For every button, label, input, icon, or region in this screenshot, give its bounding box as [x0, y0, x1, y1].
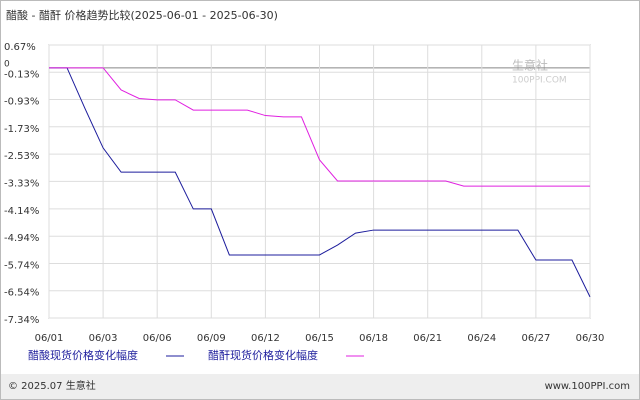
- y-tick-label: -1.73%: [4, 124, 39, 135]
- y-tick-label: -4.94%: [4, 233, 39, 244]
- x-tick-label: 06/15: [305, 333, 334, 344]
- footer-bar: [1, 374, 639, 399]
- x-tick-label: 06/30: [576, 333, 605, 344]
- y-tick-label: -3.33%: [4, 178, 39, 189]
- y-tick-label: -4.14%: [4, 206, 39, 217]
- x-tick-label: 06/06: [143, 333, 172, 344]
- legend-label: 醋酸现货价格变化幅度: [28, 348, 138, 362]
- x-tick-label: 06/18: [359, 333, 388, 344]
- watermark: 100PPI.COM: [512, 76, 567, 86]
- x-tick-label: 06/21: [413, 333, 442, 344]
- x-tick-label: 06/03: [89, 333, 118, 344]
- zero-label: 0: [4, 59, 10, 69]
- x-tick-label: 06/24: [467, 333, 496, 344]
- x-tick-label: 06/01: [35, 333, 64, 344]
- y-tick-label: -6.54%: [4, 288, 39, 299]
- x-tick-label: 06/27: [521, 333, 550, 344]
- chart-title: 醋酸 - 醋酐 价格趋势比较(2025-06-01 - 2025-06-30): [6, 8, 278, 22]
- series-line: [49, 67, 590, 187]
- legend-label: 醋酐现货价格变化幅度: [208, 348, 318, 362]
- series-line: [49, 67, 591, 298]
- y-tick-label: -2.53%: [4, 151, 39, 162]
- y-tick-label: -5.74%: [4, 260, 39, 271]
- watermark: 生意社: [512, 58, 548, 73]
- x-tick-label: 06/12: [251, 333, 280, 344]
- x-tick-label: 06/09: [197, 333, 226, 344]
- y-tick-label: 0.67%: [4, 42, 36, 53]
- y-tick-label: -7.34%: [4, 315, 39, 326]
- footer-right: www.100PPI.com: [545, 381, 630, 392]
- footer-left: © 2025.07 生意社: [8, 379, 96, 392]
- y-tick-label: -0.13%: [4, 69, 39, 80]
- y-tick-label: -0.93%: [4, 97, 39, 108]
